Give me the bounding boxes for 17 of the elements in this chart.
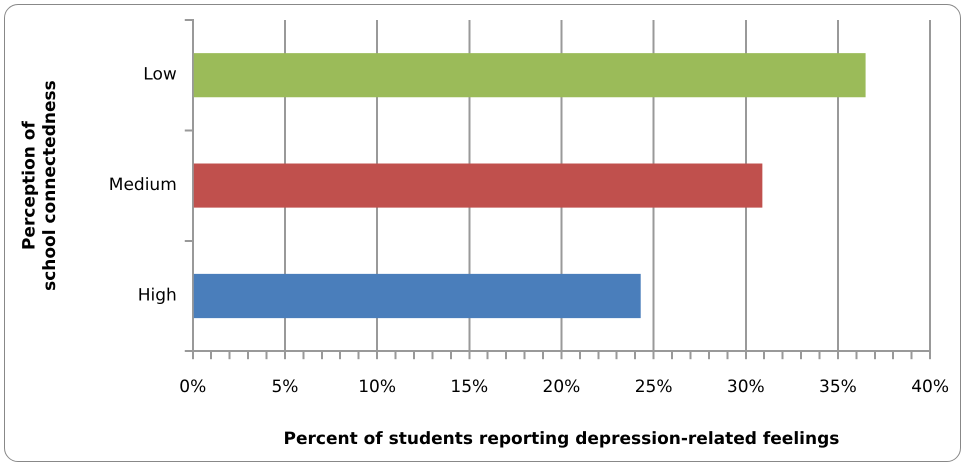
bar [194, 164, 762, 208]
bar [194, 274, 641, 318]
bar [194, 53, 866, 98]
x-tick-label: 0% [179, 376, 206, 397]
x-tick-label: 5% [271, 376, 298, 397]
x-tick-label: 10% [358, 376, 396, 397]
x-tick-label: 35% [819, 376, 857, 397]
x-axis-title: Percent of students reporting depression-related feelings [284, 429, 840, 450]
y-axis-title: Perception of school connectedness [20, 80, 60, 291]
x-tick-label: 40% [911, 376, 950, 397]
x-tick-label: 20% [542, 376, 580, 397]
y-tick-label: High [138, 285, 177, 306]
x-tick-label: 15% [450, 376, 488, 397]
y-tick-label: Medium [108, 175, 177, 196]
x-tick-label: 25% [634, 376, 673, 397]
y-tick-label: Low [143, 64, 177, 85]
x-tick-label: 30% [726, 376, 765, 397]
